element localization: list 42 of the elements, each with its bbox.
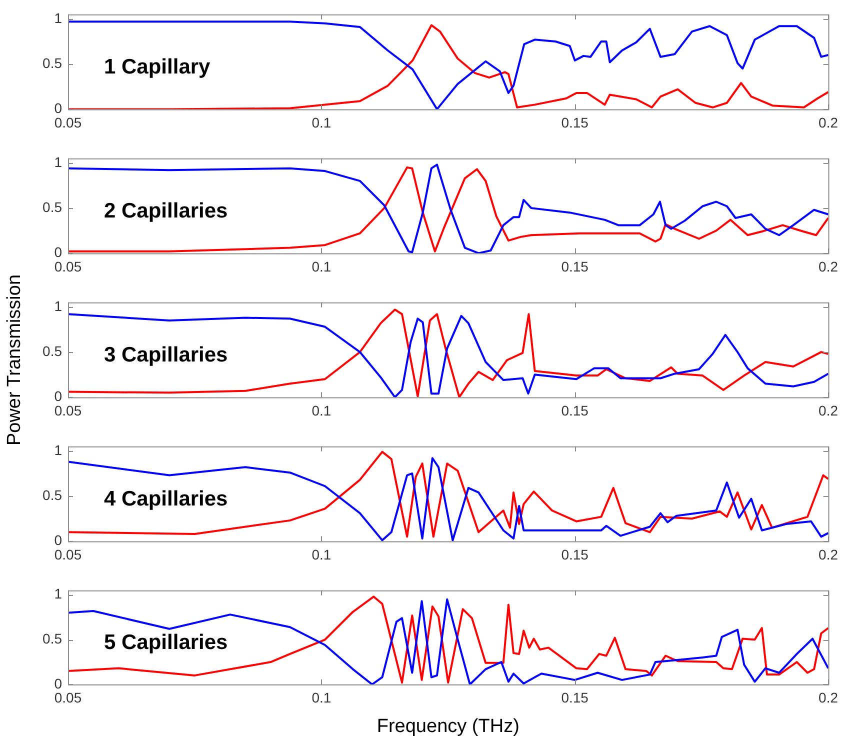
x-tick-label: 0.05 bbox=[54, 114, 82, 130]
y-tick-label: 1 bbox=[54, 10, 62, 26]
y-axis-title: Power Transmission bbox=[4, 274, 26, 446]
x-tick-label: 0.05 bbox=[54, 690, 82, 706]
x-tick-label: 0.15 bbox=[561, 114, 589, 130]
x-tick-label: 0.05 bbox=[54, 258, 82, 274]
y-tick-label: 1 bbox=[54, 298, 62, 314]
y-tick-label: 0.5 bbox=[42, 630, 62, 646]
x-tick-label: 0.05 bbox=[54, 402, 82, 418]
y-tick-label: 0 bbox=[54, 388, 62, 404]
x-tick-label: 0.1 bbox=[312, 258, 332, 274]
annotation: 2 Capillaries bbox=[104, 200, 228, 223]
x-tick-label: 0.1 bbox=[312, 690, 332, 706]
x-tick-label: 0.1 bbox=[312, 114, 332, 130]
annotation: 1 Capillary bbox=[104, 56, 211, 79]
x-tick-label: 0.05 bbox=[54, 546, 82, 562]
x-tick-label: 0.1 bbox=[312, 546, 332, 562]
x-tick-label: 0.2 bbox=[818, 258, 838, 274]
annotation: 5 Capillaries bbox=[104, 631, 228, 654]
y-tick-label: 0.5 bbox=[42, 342, 62, 359]
x-tick-label: 0.2 bbox=[818, 114, 838, 130]
x-tick-label: 0.15 bbox=[561, 402, 589, 418]
y-tick-label: 0.5 bbox=[42, 54, 62, 71]
y-tick-label: 0 bbox=[54, 532, 62, 548]
y-tick-label: 0.5 bbox=[42, 198, 62, 215]
y-tick-label: 0.5 bbox=[42, 486, 62, 503]
x-tick-label: 0.2 bbox=[818, 690, 838, 706]
x-axis-title: Frequency (THz) bbox=[376, 716, 520, 737]
y-tick-label: 1 bbox=[54, 154, 62, 170]
y-tick-label: 0 bbox=[54, 244, 62, 260]
x-tick-label: 0.15 bbox=[561, 258, 589, 274]
y-tick-label: 1 bbox=[54, 586, 62, 602]
y-tick-label: 1 bbox=[54, 442, 62, 458]
x-tick-label: 0.15 bbox=[561, 546, 589, 562]
x-tick-label: 0.15 bbox=[561, 690, 589, 706]
x-tick-label: 0.1 bbox=[312, 402, 332, 418]
y-tick-label: 0 bbox=[54, 100, 62, 116]
y-tick-label: 0 bbox=[54, 675, 62, 692]
x-tick-label: 0.2 bbox=[818, 546, 838, 562]
annotation: 4 Capillaries bbox=[104, 488, 228, 511]
x-tick-label: 0.2 bbox=[818, 402, 838, 418]
annotation: 3 Capillaries bbox=[104, 344, 228, 367]
